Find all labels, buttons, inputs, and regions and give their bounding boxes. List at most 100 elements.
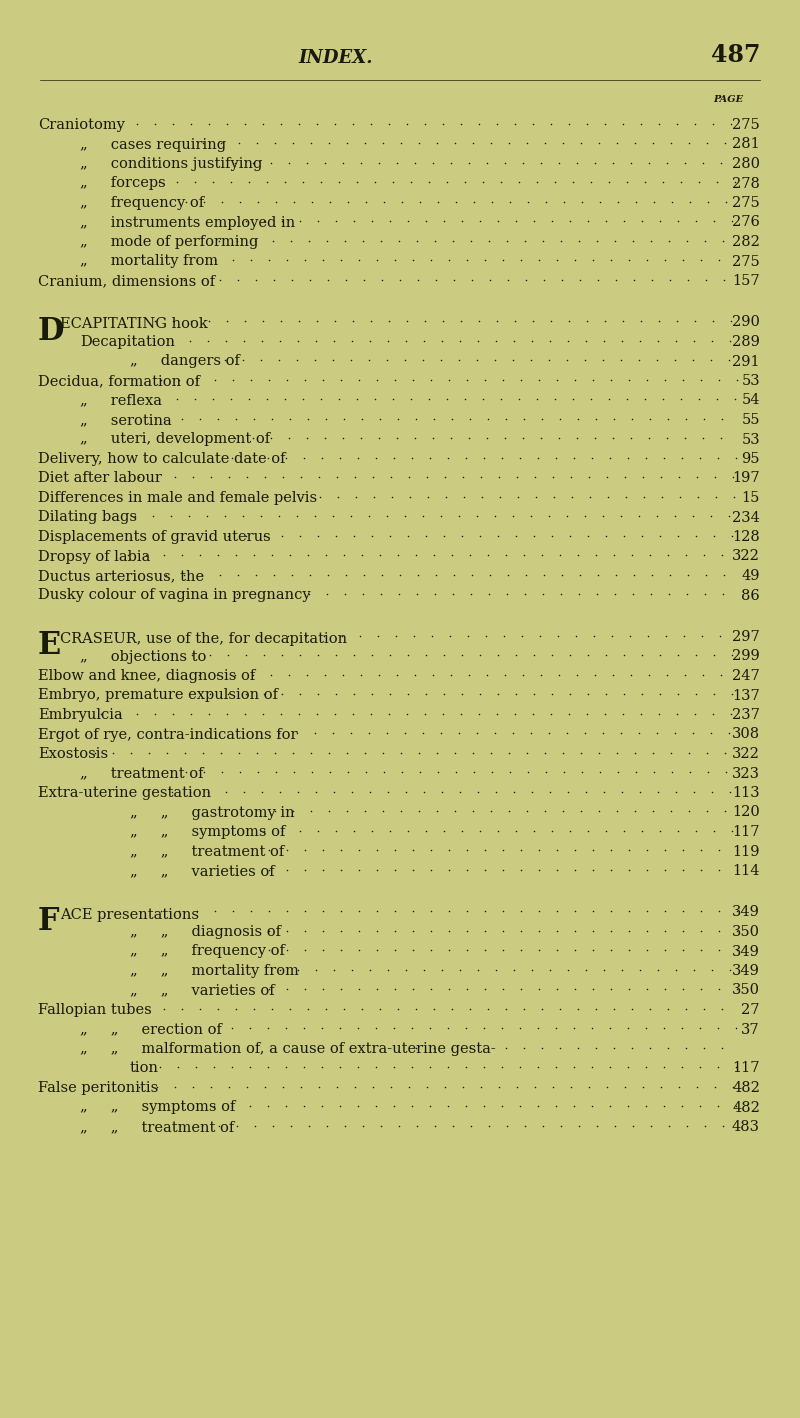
Text: Displacements of gravid uterus: Displacements of gravid uterus xyxy=(38,530,270,545)
Text: 137: 137 xyxy=(732,689,760,702)
Text: 308: 308 xyxy=(732,727,760,742)
Text: 114: 114 xyxy=(733,864,760,878)
Text: Delivery, how to calculate date of: Delivery, how to calculate date of xyxy=(38,452,286,467)
Text: Decidua, formation of: Decidua, formation of xyxy=(38,374,200,389)
Text: Craniotomy: Craniotomy xyxy=(38,118,125,132)
Text: „     „     gastrotomy in: „ „ gastrotomy in xyxy=(130,805,294,820)
Text: „     „     symptoms of: „ „ symptoms of xyxy=(130,825,286,839)
Text: INDEX.: INDEX. xyxy=(298,50,374,67)
Text: 234: 234 xyxy=(732,510,760,525)
Text: 281: 281 xyxy=(732,138,760,152)
Text: 37: 37 xyxy=(742,1022,760,1037)
Text: Ductus arteriosus, the: Ductus arteriosus, the xyxy=(38,569,204,583)
Text: 350: 350 xyxy=(732,984,760,997)
Text: PAGE: PAGE xyxy=(713,95,743,105)
Text: 482: 482 xyxy=(732,1100,760,1115)
Text: 275: 275 xyxy=(732,118,760,132)
Text: „     „     mortality from: „ „ mortality from xyxy=(130,964,299,978)
Text: „     frequency of: „ frequency of xyxy=(80,196,204,210)
Text: 482: 482 xyxy=(732,1081,760,1095)
Text: D: D xyxy=(38,315,64,346)
Text: „     uteri, development of: „ uteri, development of xyxy=(80,432,270,447)
Text: 55: 55 xyxy=(742,413,760,427)
Text: Ergot of rye, contra-indications for: Ergot of rye, contra-indications for xyxy=(38,727,298,742)
Text: „     „     symptoms of: „ „ symptoms of xyxy=(80,1100,235,1115)
Text: ACE presentations: ACE presentations xyxy=(60,908,199,922)
Text: Diet after labour: Diet after labour xyxy=(38,472,162,485)
Text: Dropsy of labia: Dropsy of labia xyxy=(38,550,150,563)
Text: 297: 297 xyxy=(732,630,760,644)
Text: 157: 157 xyxy=(732,274,760,288)
Text: 282: 282 xyxy=(732,235,760,250)
Text: 86: 86 xyxy=(742,588,760,603)
Text: 113: 113 xyxy=(732,786,760,800)
Text: „     „     treatment of: „ „ treatment of xyxy=(130,845,284,858)
Text: Exostosis: Exostosis xyxy=(38,747,108,761)
Text: 53: 53 xyxy=(742,374,760,389)
Text: 278: 278 xyxy=(732,176,760,190)
Text: „     instruments employed in: „ instruments employed in xyxy=(80,216,295,230)
Text: „     „     malformation of, a cause of extra-uterine gesta-: „ „ malformation of, a cause of extra-ut… xyxy=(80,1042,496,1056)
Text: „     cases requiring: „ cases requiring xyxy=(80,138,226,152)
Text: 483: 483 xyxy=(732,1120,760,1134)
Text: „     objections to: „ objections to xyxy=(80,649,206,664)
Text: 349: 349 xyxy=(732,906,760,919)
Text: Differences in male and female pelvis: Differences in male and female pelvis xyxy=(38,491,317,505)
Text: „     conditions justifying: „ conditions justifying xyxy=(80,157,262,172)
Text: „     mode of performing: „ mode of performing xyxy=(80,235,258,250)
Text: 487: 487 xyxy=(711,43,761,67)
Text: 53: 53 xyxy=(742,432,760,447)
Text: 289: 289 xyxy=(732,335,760,349)
Text: tion: tion xyxy=(130,1062,159,1075)
Text: „     dangers of: „ dangers of xyxy=(130,354,240,369)
Text: 27: 27 xyxy=(742,1003,760,1017)
Text: 15: 15 xyxy=(742,491,760,505)
Text: „     „     frequency of: „ „ frequency of xyxy=(130,944,285,959)
Text: 291: 291 xyxy=(732,354,760,369)
Text: ECAPITATING hook: ECAPITATING hook xyxy=(60,318,208,332)
Text: 54: 54 xyxy=(742,394,760,407)
Text: 49: 49 xyxy=(742,569,760,583)
Text: „     reflexa: „ reflexa xyxy=(80,394,162,407)
Text: „     forceps: „ forceps xyxy=(80,176,166,190)
Text: 119: 119 xyxy=(733,845,760,858)
Text: „     serotina: „ serotina xyxy=(80,413,172,427)
Text: „     treatment of: „ treatment of xyxy=(80,767,203,780)
Text: Dilating bags: Dilating bags xyxy=(38,510,137,525)
Text: 237: 237 xyxy=(732,708,760,722)
Text: Fallopian tubes: Fallopian tubes xyxy=(38,1003,152,1017)
Text: 275: 275 xyxy=(732,196,760,210)
Text: E: E xyxy=(38,630,62,661)
Text: Embryulcia: Embryulcia xyxy=(38,708,122,722)
Text: Decapitation: Decapitation xyxy=(80,335,175,349)
Text: 349: 349 xyxy=(732,944,760,959)
Text: 299: 299 xyxy=(732,649,760,664)
Text: Extra-uterine gestation: Extra-uterine gestation xyxy=(38,786,211,800)
Text: 120: 120 xyxy=(732,805,760,820)
Text: CRASEUR, use of the, for decapitation: CRASEUR, use of the, for decapitation xyxy=(60,632,347,647)
Text: 247: 247 xyxy=(732,669,760,683)
Text: 128: 128 xyxy=(732,530,760,545)
Text: Dusky colour of vagina in pregnancy: Dusky colour of vagina in pregnancy xyxy=(38,588,310,603)
Text: 350: 350 xyxy=(732,925,760,939)
Text: „     „     varieties of: „ „ varieties of xyxy=(130,864,274,878)
Text: F: F xyxy=(38,906,59,936)
Text: Elbow and knee, diagnosis of: Elbow and knee, diagnosis of xyxy=(38,669,255,683)
Text: „     „     erection of: „ „ erection of xyxy=(80,1022,222,1037)
Text: Cranium, dimensions of: Cranium, dimensions of xyxy=(38,274,215,288)
Text: 323: 323 xyxy=(732,767,760,780)
Text: 197: 197 xyxy=(732,472,760,485)
Text: 322: 322 xyxy=(732,550,760,563)
Text: „     „     varieties of: „ „ varieties of xyxy=(130,984,274,997)
Text: 349: 349 xyxy=(732,964,760,978)
Text: „     mortality from: „ mortality from xyxy=(80,254,218,268)
Text: 117: 117 xyxy=(733,1062,760,1075)
Text: 280: 280 xyxy=(732,157,760,172)
Text: „     „     treatment of: „ „ treatment of xyxy=(80,1120,234,1134)
Text: „     „     diagnosis of: „ „ diagnosis of xyxy=(130,925,281,939)
Text: 290: 290 xyxy=(732,315,760,329)
Text: Embryo, premature expulsion of: Embryo, premature expulsion of xyxy=(38,689,278,702)
Text: False peritonitis: False peritonitis xyxy=(38,1081,158,1095)
Text: 322: 322 xyxy=(732,747,760,761)
Text: 276: 276 xyxy=(732,216,760,230)
